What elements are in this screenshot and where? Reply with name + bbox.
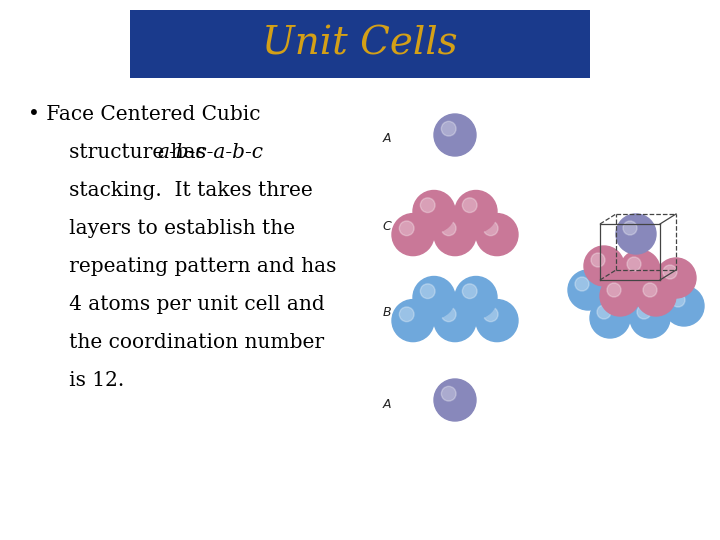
Circle shape: [607, 283, 621, 297]
Circle shape: [636, 276, 676, 316]
Circle shape: [600, 276, 640, 316]
Text: layers to establish the: layers to establish the: [50, 219, 295, 238]
Circle shape: [590, 298, 630, 338]
Circle shape: [413, 276, 455, 319]
Circle shape: [455, 276, 497, 319]
FancyBboxPatch shape: [130, 10, 590, 78]
Circle shape: [441, 386, 456, 401]
Circle shape: [392, 300, 434, 342]
Circle shape: [476, 214, 518, 255]
Text: C: C: [382, 219, 392, 233]
Text: structure has: structure has: [50, 143, 212, 162]
Text: 4 atoms per unit cell and: 4 atoms per unit cell and: [50, 295, 325, 314]
Circle shape: [620, 250, 660, 290]
Text: Unit Cells: Unit Cells: [262, 25, 458, 63]
Circle shape: [441, 307, 456, 322]
Circle shape: [434, 114, 476, 156]
Text: A: A: [383, 397, 391, 410]
Circle shape: [591, 253, 605, 267]
Circle shape: [462, 198, 477, 213]
Circle shape: [434, 300, 476, 342]
Text: stacking.  It takes three: stacking. It takes three: [50, 181, 312, 200]
Circle shape: [400, 307, 414, 322]
Circle shape: [663, 265, 677, 279]
Circle shape: [483, 307, 498, 322]
Circle shape: [462, 284, 477, 299]
Circle shape: [441, 221, 456, 235]
Circle shape: [420, 284, 435, 299]
Circle shape: [584, 246, 624, 286]
Circle shape: [637, 305, 651, 319]
Circle shape: [630, 298, 670, 338]
Text: a-b-c-a-b-c: a-b-c-a-b-c: [157, 143, 263, 162]
Circle shape: [656, 258, 696, 298]
Text: A: A: [383, 132, 391, 145]
Circle shape: [441, 122, 456, 136]
Circle shape: [604, 274, 644, 314]
Circle shape: [616, 214, 656, 254]
Circle shape: [575, 277, 589, 291]
Text: B: B: [383, 306, 391, 319]
Circle shape: [627, 257, 641, 271]
Text: is 12.: is 12.: [50, 371, 125, 390]
Circle shape: [664, 286, 704, 326]
Circle shape: [413, 191, 455, 233]
Circle shape: [623, 221, 637, 235]
Circle shape: [420, 198, 435, 213]
Circle shape: [647, 273, 661, 287]
Circle shape: [483, 221, 498, 235]
Circle shape: [568, 270, 608, 310]
Circle shape: [640, 266, 680, 306]
Text: • Face Centered Cubic: • Face Centered Cubic: [28, 105, 261, 124]
Circle shape: [455, 191, 497, 233]
Circle shape: [434, 379, 476, 421]
Circle shape: [597, 305, 611, 319]
Circle shape: [611, 281, 625, 295]
Circle shape: [476, 300, 518, 342]
Text: repeating pattern and has: repeating pattern and has: [50, 257, 336, 276]
Circle shape: [400, 221, 414, 235]
Circle shape: [643, 283, 657, 297]
Circle shape: [392, 214, 434, 255]
Text: the coordination number: the coordination number: [50, 333, 324, 352]
Circle shape: [434, 214, 476, 255]
Circle shape: [671, 293, 685, 307]
